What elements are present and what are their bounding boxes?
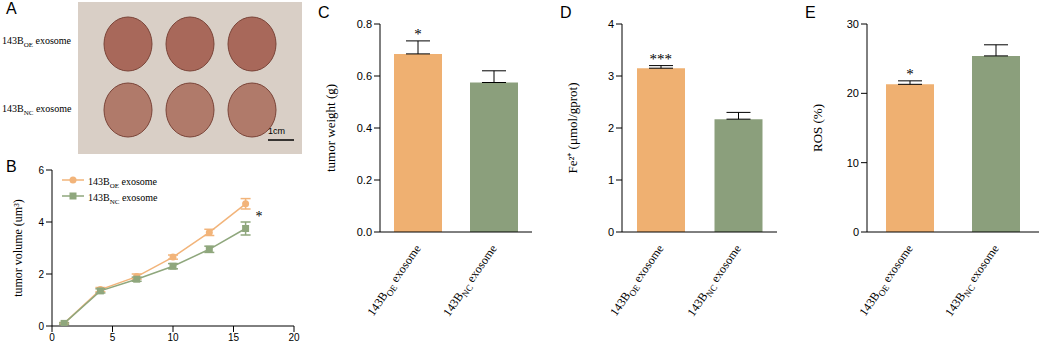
html-text:B: B: [6, 158, 17, 175]
svg-text:4: 4: [38, 217, 44, 228]
svg-text:0.4: 0.4: [357, 122, 372, 134]
svg-text:tumor volume (um³): tumor volume (um³): [11, 199, 25, 297]
svg-text:tumor weight (g): tumor weight (g): [323, 84, 338, 172]
svg-text:5: 5: [110, 332, 116, 343]
svg-text:0.2: 0.2: [357, 174, 372, 186]
html-text:D: D: [560, 4, 572, 21]
svg-text:6: 6: [38, 165, 44, 176]
svg-text:2: 2: [38, 269, 44, 280]
svg-text:3: 3: [608, 70, 614, 82]
svg-text:10: 10: [847, 157, 859, 169]
svg-text:0.0: 0.0: [357, 226, 372, 238]
svg-text:143BNC exosome: 143BNC exosome: [440, 242, 501, 320]
svg-text:143BOE exosome: 143BOE exosome: [607, 242, 668, 320]
svg-text:143BOE exosome: 143BOE exosome: [856, 242, 917, 320]
svg-text:***: ***: [650, 51, 673, 67]
svg-text:ROS (%): ROS (%): [810, 104, 825, 152]
svg-text:0: 0: [38, 321, 44, 332]
svg-text:10: 10: [167, 332, 179, 343]
html-text:E: E: [805, 4, 816, 21]
svg-text:Fe²⁺ (μmol/gprot): Fe²⁺ (μmol/gprot): [565, 82, 580, 173]
html-text:A: A: [6, 0, 17, 17]
svg-text:30: 30: [847, 18, 859, 30]
svg-text:1: 1: [608, 174, 614, 186]
html-text:143BOEexosome: 143BOEexosome: [88, 175, 158, 190]
html-text:143BNCexosome: 143BNCexosome: [88, 191, 158, 206]
svg-text:15: 15: [228, 332, 240, 343]
svg-text:0: 0: [608, 226, 614, 238]
svg-text:0: 0: [49, 332, 55, 343]
svg-text:*: *: [256, 209, 263, 224]
html-text:C: C: [318, 4, 330, 21]
svg-text:2: 2: [608, 122, 614, 134]
svg-text:4: 4: [608, 18, 614, 30]
html-text:1cm: 1cm: [268, 126, 285, 136]
html-text:143BOEexosome: 143BOEexosome: [2, 35, 72, 49]
svg-text:143BNC exosome: 143BNC exosome: [684, 242, 745, 320]
svg-text:0.6: 0.6: [357, 70, 372, 82]
svg-text:*: *: [414, 26, 422, 42]
svg-text:0: 0: [853, 226, 859, 238]
svg-text:0.8: 0.8: [357, 18, 372, 30]
svg-text:143BNC exosome: 143BNC exosome: [942, 242, 1003, 320]
svg-text:20: 20: [288, 332, 300, 343]
svg-text:143BOE exosome: 143BOE exosome: [364, 242, 425, 320]
html-text:143BNCexosome: 143BNCexosome: [2, 103, 72, 117]
svg-text:20: 20: [847, 87, 859, 99]
svg-text:*: *: [906, 66, 914, 82]
